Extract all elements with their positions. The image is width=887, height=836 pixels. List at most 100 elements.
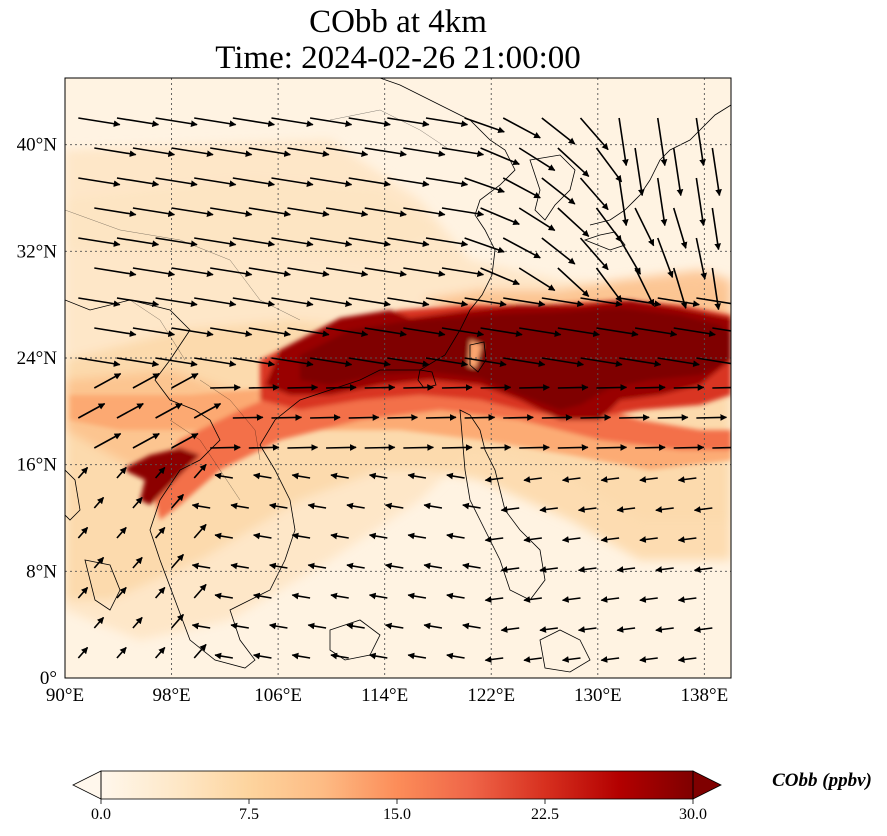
wind-arrow [695, 177, 706, 227]
wind-arrow [407, 652, 427, 660]
wind-arrow [523, 596, 542, 603]
wind-arrow [94, 147, 137, 157]
wind-arrow [155, 297, 198, 307]
wind-arrow [673, 384, 705, 391]
wind-arrow [446, 472, 465, 480]
wind-arrow [596, 444, 628, 451]
wind-arrow [210, 384, 241, 391]
wind-arrow [446, 652, 465, 660]
latitude-tick-label: 8°N [26, 561, 57, 582]
wind-arrow [518, 147, 556, 172]
wind-arrow [94, 267, 137, 277]
wind-arrow [657, 297, 700, 307]
wind-arrow [500, 626, 520, 633]
wind-arrow [634, 207, 655, 247]
wind-arrow [325, 267, 369, 277]
wind-arrow [214, 652, 233, 660]
wind-arrow [287, 384, 319, 391]
wind-arrow [523, 536, 542, 543]
wind-arrow [600, 536, 620, 543]
wind-arrow [635, 444, 666, 451]
wind-arrow [116, 177, 160, 187]
plot-title-line1: CObb at 4km [309, 4, 487, 40]
wind-arrow [364, 327, 407, 337]
wind-arrow [464, 117, 505, 134]
wind-arrow [368, 472, 388, 480]
wind-arrow [387, 297, 430, 307]
wind-arrow [384, 622, 404, 630]
wind-arrow [232, 177, 275, 187]
wind-arrow [618, 357, 662, 367]
wind-arrow [518, 267, 556, 292]
wind-arrow [132, 556, 143, 569]
wind-arrow [596, 384, 628, 391]
wind-arrow [193, 463, 207, 479]
wind-arrow [77, 466, 89, 479]
wind-arrow [193, 643, 207, 659]
wind-arrow [656, 237, 674, 278]
wind-arrow [309, 357, 353, 367]
wind-arrow [78, 117, 121, 127]
latitude-tick-label: 40°N [17, 135, 58, 156]
wind-arrow [307, 622, 327, 630]
wind-arrow [191, 622, 211, 630]
wind-arrow [634, 327, 678, 337]
wind-arrow [116, 117, 160, 127]
latitude-tick-label: 32°N [17, 241, 58, 262]
wind-arrow [325, 327, 369, 337]
wind-arrow [232, 414, 264, 421]
wind-arrow [155, 357, 198, 367]
wind-arrow [425, 297, 469, 307]
wind-arrow [154, 466, 166, 479]
wind-arrow [464, 177, 505, 194]
longitude-tick-label: 90°E [46, 685, 84, 706]
wind-arrow [557, 267, 590, 298]
plot-title-line2: Time: 2024-02-26 21:00:00 [215, 40, 581, 76]
wind-arrow [462, 502, 481, 510]
wind-arrow [132, 372, 160, 389]
wind-arrow [132, 147, 176, 157]
wind-arrow [232, 237, 275, 247]
wind-arrow [639, 596, 658, 603]
wind-arrow [310, 414, 341, 421]
wind-arrow [155, 237, 198, 247]
wind-arrow [364, 444, 396, 451]
wind-arrow [579, 237, 609, 271]
wind-arrow [291, 472, 311, 480]
wind-arrow [618, 117, 629, 167]
wind-arrow [677, 476, 697, 483]
wind-arrow [579, 117, 609, 151]
wind-arrow [561, 656, 581, 663]
wind-arrow [446, 532, 465, 540]
wind-arrow [248, 147, 291, 157]
wind-arrow [194, 297, 237, 307]
wind-arrow [348, 414, 380, 421]
map-area [65, 78, 731, 678]
wind-arrow [309, 237, 353, 247]
wind-arrow [132, 207, 176, 217]
wind-arrow [364, 207, 407, 217]
wind-arrow [502, 237, 541, 259]
wind-arrow [346, 502, 365, 510]
wind-arrow [557, 147, 590, 178]
wind-arrow [596, 327, 639, 337]
wind-arrow [325, 207, 369, 217]
wind-arrow [462, 562, 481, 570]
colorbar-ticks: 0.0 7.5 15.0 22.5 30.0 [91, 799, 707, 823]
wind-arrow [387, 237, 430, 247]
wind-arrow [464, 297, 507, 307]
wind-arrow [194, 177, 237, 187]
longitude-tick-label: 122°E [467, 685, 515, 706]
wind-arrow [210, 444, 241, 451]
wind-arrow [155, 177, 198, 187]
wind-arrow [78, 297, 121, 307]
wind-arrow [561, 476, 581, 483]
wind-arrow [364, 267, 407, 277]
wind-arrow [132, 616, 143, 629]
wind-arrow [595, 207, 623, 243]
wind-arrow [712, 386, 731, 389]
wind-arrow [480, 444, 512, 451]
wind-arrow [330, 532, 349, 540]
wind-arrow [541, 117, 576, 145]
wind-arrow [330, 592, 349, 600]
